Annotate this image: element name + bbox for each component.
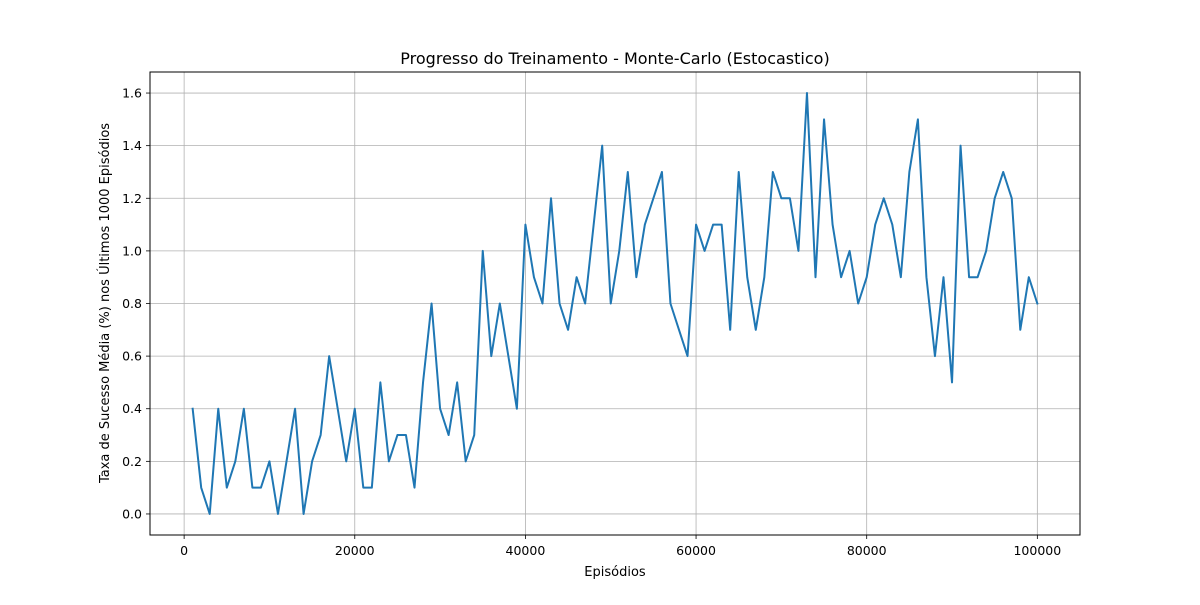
y-axis-ticks: 0.0 0.2 0.4 0.6 0.8 1.0 1.2 1.4 1.6 (122, 86, 150, 521)
x-tick-label: 0 (180, 543, 188, 558)
y-tick-label: 0.6 (122, 349, 142, 364)
y-axis-label: Taxa de Sucesso Média (%) nos Últimos 10… (97, 123, 113, 484)
x-axis-ticks: 0 20000 40000 60000 80000 100000 (180, 535, 1061, 558)
y-tick-label: 0.8 (122, 296, 142, 311)
y-tick-label: 1.2 (122, 191, 142, 206)
x-tick-label: 20000 (335, 543, 375, 558)
y-tick-label: 1.4 (122, 138, 142, 153)
x-tick-label: 80000 (847, 543, 887, 558)
series-layer (191, 92, 1039, 515)
y-tick-label: 1.0 (122, 243, 142, 258)
x-tick-label: 60000 (676, 543, 716, 558)
x-tick-label: 100000 (1013, 543, 1061, 558)
y-tick-label: 0.2 (122, 454, 142, 469)
y-tick-label: 1.6 (122, 86, 142, 101)
y-tick-label: 0.4 (122, 401, 142, 416)
x-tick-label: 40000 (506, 543, 546, 558)
x-axis-label: Episódios (584, 565, 646, 580)
series-line (191, 92, 1039, 515)
y-tick-label: 0.0 (122, 506, 142, 521)
chart-title: Progresso do Treinamento - Monte-Carlo (… (400, 49, 829, 68)
